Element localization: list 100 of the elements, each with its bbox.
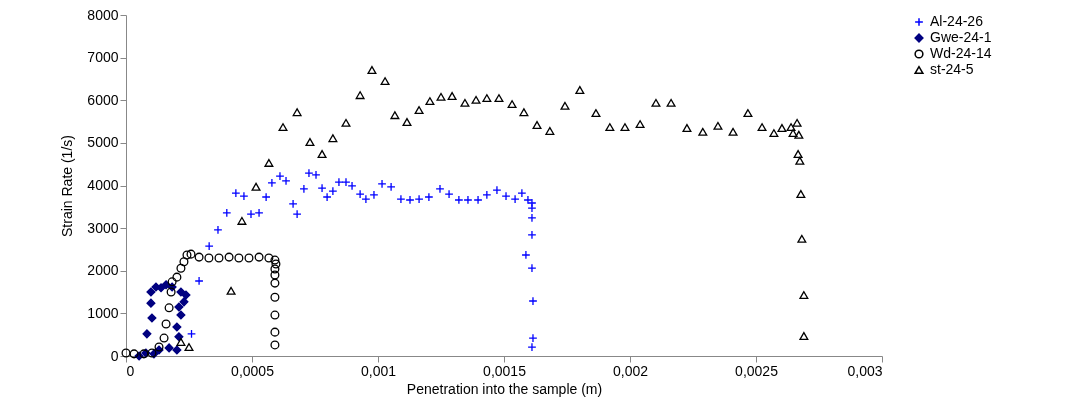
point xyxy=(519,108,529,117)
y-tick-label: 5000 xyxy=(87,134,119,151)
point xyxy=(369,190,379,200)
point xyxy=(501,191,511,201)
point xyxy=(463,195,473,205)
point xyxy=(278,123,288,132)
point xyxy=(424,192,434,202)
point xyxy=(213,225,223,235)
x-tick-label: 0,002 xyxy=(612,362,649,379)
point xyxy=(167,277,177,287)
point xyxy=(164,343,174,353)
point xyxy=(794,130,804,139)
point xyxy=(605,123,615,132)
point xyxy=(435,184,445,194)
point xyxy=(517,188,527,198)
point xyxy=(305,138,315,147)
point xyxy=(698,127,708,136)
point xyxy=(635,120,645,129)
point xyxy=(322,192,332,202)
point xyxy=(799,291,809,300)
point xyxy=(527,263,537,273)
point xyxy=(172,322,182,332)
legend-label: Wd-24-14 xyxy=(930,45,992,61)
x-tick-label: 0 xyxy=(126,362,135,379)
point xyxy=(367,65,377,74)
point xyxy=(179,257,189,267)
point xyxy=(521,250,531,260)
x-tick-label: 0,003 xyxy=(847,362,883,379)
point xyxy=(507,100,517,109)
point xyxy=(270,292,280,302)
point xyxy=(460,98,470,107)
point xyxy=(454,195,464,205)
point xyxy=(237,216,247,225)
point xyxy=(405,195,415,205)
point xyxy=(591,109,601,118)
point xyxy=(528,333,538,343)
x-tick-label: 0,001 xyxy=(360,362,397,379)
point xyxy=(288,199,298,209)
point xyxy=(246,209,256,219)
point xyxy=(414,194,424,204)
x-tick-label: 0,0025 xyxy=(735,362,779,379)
point xyxy=(204,253,214,263)
y-tick-label: 1000 xyxy=(87,304,119,321)
point xyxy=(311,170,321,180)
point xyxy=(224,252,234,262)
point xyxy=(159,333,169,343)
point xyxy=(510,194,520,204)
point xyxy=(386,182,396,192)
y-tick-label: 8000 xyxy=(87,6,119,23)
point xyxy=(471,95,481,104)
point xyxy=(270,255,280,265)
point xyxy=(651,98,661,107)
point xyxy=(328,134,338,143)
point xyxy=(792,118,802,127)
point xyxy=(390,111,400,120)
point xyxy=(786,123,796,132)
point xyxy=(176,337,186,346)
point xyxy=(239,191,249,201)
point xyxy=(194,252,204,262)
point xyxy=(244,253,254,263)
y-axis-title: Strain Rate (1/s) xyxy=(59,135,76,237)
point xyxy=(795,156,805,165)
x-tick-label: 0,0015 xyxy=(483,362,527,379)
point xyxy=(341,118,351,127)
point xyxy=(261,192,271,202)
point xyxy=(271,259,281,269)
legend-label: Al-24-26 xyxy=(930,13,984,29)
point xyxy=(528,296,538,306)
point xyxy=(396,194,406,204)
y-tick-label: 6000 xyxy=(87,91,119,108)
point xyxy=(527,230,537,240)
point xyxy=(164,303,174,313)
point xyxy=(226,286,236,295)
point xyxy=(377,179,387,189)
point xyxy=(231,188,241,198)
point xyxy=(146,287,156,297)
point xyxy=(523,195,533,205)
point xyxy=(251,182,261,191)
point xyxy=(194,276,204,286)
point xyxy=(129,349,139,359)
point xyxy=(267,178,277,188)
point xyxy=(264,253,274,263)
point xyxy=(425,97,435,106)
point xyxy=(172,272,182,282)
point xyxy=(174,302,184,312)
point xyxy=(682,123,692,132)
point xyxy=(292,209,302,219)
point xyxy=(575,86,585,95)
y-tick-label: 7000 xyxy=(87,49,119,66)
point xyxy=(788,129,798,138)
point xyxy=(797,234,807,243)
point xyxy=(402,117,412,126)
x-tick-label: 0,0005 xyxy=(231,362,275,379)
point xyxy=(142,329,152,339)
point xyxy=(184,343,194,352)
point xyxy=(328,186,338,196)
point xyxy=(532,120,542,129)
y-tick-label: 4000 xyxy=(87,177,119,193)
point xyxy=(264,158,274,167)
point xyxy=(620,123,630,132)
